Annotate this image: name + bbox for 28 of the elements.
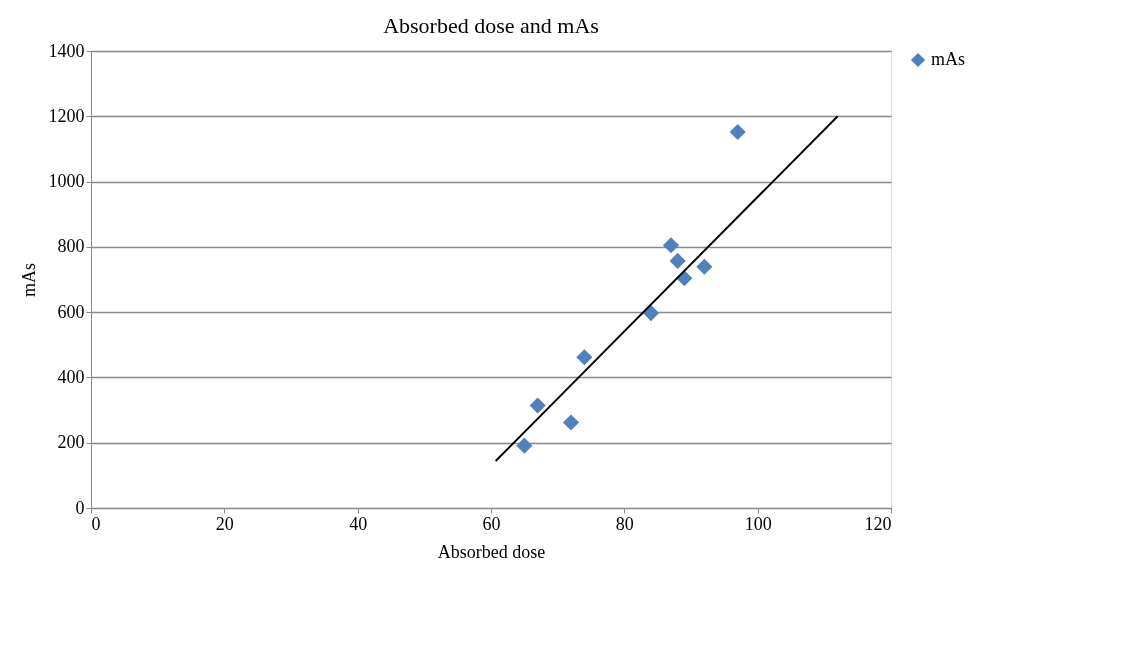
y-tick-label: 0 [75,497,85,518]
x-tick-label: 20 [215,513,234,534]
point [576,349,593,366]
point [562,414,580,431]
point [662,237,680,254]
x-tick-label: 100 [744,513,772,534]
point [696,258,713,275]
point [516,437,533,454]
point [529,397,546,414]
y-axis-title: mAs [18,262,39,298]
x-axis-title: Absorbed dose [437,541,546,562]
x-tick-label: 40 [349,513,368,534]
y-tick-label: 400 [57,366,85,387]
y-tick-label: 800 [57,236,85,257]
y-tick-label: 1400 [48,40,85,61]
y-tick-label: 1200 [48,105,85,126]
point [669,252,686,269]
x-tick-label: 60 [482,513,501,534]
y-tick-label: 600 [57,301,85,322]
point [642,305,660,322]
x-tick-label: 120 [864,513,892,534]
y-tick-label: 200 [57,432,85,453]
y-tick-label: 1000 [48,171,85,192]
x-tick-label: 0 [91,513,101,534]
chart-title: Absorbed dose and mAs [383,13,599,38]
point [729,123,746,141]
legend-label: mAs [931,49,966,69]
x-tick-label: 80 [615,513,634,534]
